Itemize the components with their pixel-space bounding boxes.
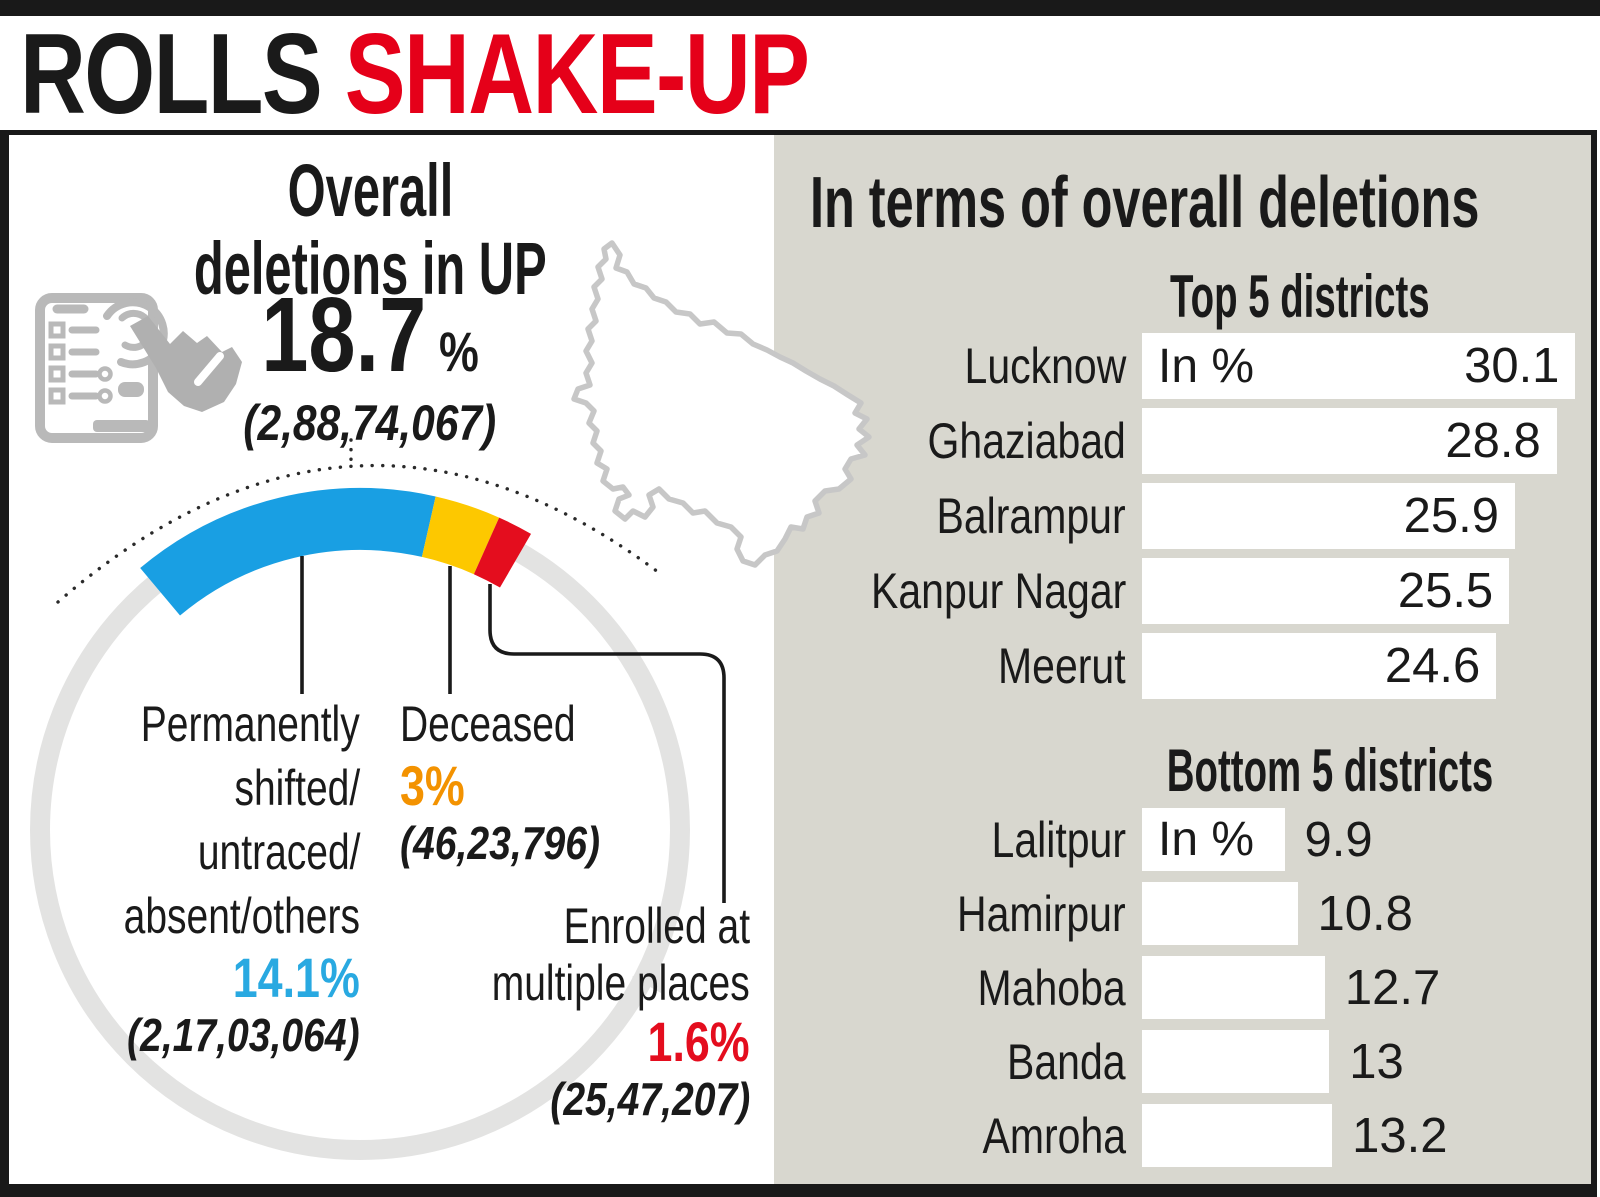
overall-deletions-heading: Overall deletions in UP [90, 152, 650, 308]
donut-segment [473, 517, 532, 588]
bar-value: 13.2 [1352, 1108, 1448, 1163]
district-row: Mahoba 12.7 [802, 956, 1447, 1019]
right-panel-title: In terms of overall deletions [810, 163, 1480, 243]
total-percent: 18.7 [261, 276, 427, 394]
ring-arrowhead-icon [632, 957, 661, 993]
leader-line-red-segment [488, 584, 726, 903]
district-label: Ghaziabad [802, 412, 1142, 470]
heading-line-1: Overall [287, 149, 453, 232]
district-bar: In % [1142, 808, 1285, 871]
segment-label-enrolled-multiple: Enrolled at multiple places 1.6% (25,47,… [370, 898, 750, 1126]
district-label: Mahoba [802, 959, 1142, 1017]
segment-label-permanently-shifted: Permanently shifted/ untraced/ absent/ot… [0, 692, 360, 1062]
segment-count: (25,47,207) [550, 1073, 750, 1125]
dotted-guide-arc [56, 463, 660, 604]
bar-value: 28.8 [1445, 414, 1541, 468]
unit-label: In % [1158, 813, 1255, 866]
district-label: Balrampur [802, 487, 1142, 545]
bar-value: 10.8 [1317, 886, 1413, 941]
district-label-text: Hamirpur [957, 885, 1126, 942]
district-label-text: Lucknow [964, 338, 1126, 394]
district-bar [1142, 1030, 1330, 1093]
district-row: Balrampur 25.9 [802, 483, 1575, 549]
tablet-touch-icon [35, 293, 242, 443]
overall-deletions-count: (2,88,74,067) [243, 395, 497, 451]
masthead-black-text: ROLLS [20, 11, 323, 138]
segment-label-line: Permanently [141, 696, 360, 752]
bar-value: 13 [1349, 1034, 1404, 1089]
segment-label-line: multiple places [492, 955, 750, 1011]
district-row: Kanpur Nagar 25.5 [802, 558, 1575, 624]
masthead-title: ROLLS SHAKE-UP [20, 18, 1005, 132]
district-label: Lalitpur [802, 811, 1142, 869]
segment-percent: 1.6% [647, 1010, 750, 1073]
district-label-text: Meerut [998, 638, 1126, 694]
donut-segment [140, 488, 436, 616]
district-bar [1142, 956, 1325, 1019]
district-label: Kanpur Nagar [802, 562, 1142, 620]
district-label-text: Ghaziabad [927, 413, 1126, 469]
bar-value: 24.6 [1384, 639, 1481, 693]
segment-count: (46,23,796) [400, 817, 600, 869]
masthead-red-text: SHAKE-UP [344, 11, 810, 138]
bar-value: 12.7 [1344, 960, 1441, 1015]
district-row: Lucknow In % 30.1 [802, 333, 1576, 399]
top5-chart-title: Top 5 districts [1170, 263, 1430, 330]
top-black-bar [0, 0, 1600, 16]
district-bar: 25.9 [1142, 483, 1515, 549]
district-bar [1142, 882, 1298, 945]
district-label: Hamirpur [802, 885, 1142, 943]
segment-count: (2,17,03,064) [127, 1009, 360, 1061]
overall-deletions-value: 18.7% [90, 282, 650, 388]
district-bar: 24.6 [1142, 633, 1497, 699]
segment-label-line: shifted/ [234, 760, 360, 816]
segment-percent: 3% [400, 754, 465, 817]
district-label: Meerut [802, 637, 1142, 695]
district-label: Lucknow [802, 337, 1142, 395]
donut-segment [421, 496, 500, 575]
district-label-text: Banda [1007, 1033, 1126, 1090]
top5-bar-chart: Lucknow In % 30.1 Ghaziabad 28.8 Balrampur 25.… [802, 333, 1576, 708]
district-row: Meerut 24.6 [802, 633, 1575, 699]
district-bar: In % 30.1 [1142, 333, 1576, 399]
bottom5-chart-title: Bottom 5 districts [1166, 737, 1494, 804]
segment-label-line: Enrolled at [563, 898, 750, 954]
unit-label: In % [1158, 339, 1255, 393]
segment-percent: 14.1% [232, 946, 360, 1009]
district-label-text: Kanpur Nagar [870, 563, 1126, 619]
bar-value: 25.9 [1403, 489, 1499, 543]
bar-value: 25.5 [1397, 564, 1494, 618]
district-label-text: Lalitpur [991, 811, 1126, 868]
bar-value: 9.9 [1304, 812, 1373, 867]
segment-label-line: Deceased [400, 696, 576, 752]
district-label-text: Mahoba [977, 959, 1126, 1016]
up-map-outline-icon [571, 240, 872, 568]
heading-line-2: deletions in UP [193, 227, 547, 310]
district-row: Hamirpur 10.8 [802, 882, 1447, 945]
district-label-text: Amroha [982, 1107, 1126, 1164]
bottom5-bar-chart: Lalitpur In % 9.9 Hamirpur 10.8 Mahoba 12.7 Ban… [802, 808, 1447, 1178]
total-percent-unit: % [438, 320, 479, 383]
segment-label-deceased: Deceased 3% (46,23,796) [400, 692, 730, 870]
district-row: Banda 13 [802, 1030, 1447, 1093]
bar-value: 30.1 [1464, 339, 1560, 393]
segment-label-line: untraced/ [197, 824, 360, 880]
district-label: Banda [802, 1033, 1142, 1091]
district-bar [1142, 1104, 1333, 1167]
segment-label-line: absent/others [123, 888, 360, 944]
district-row: Amroha 13.2 [802, 1104, 1447, 1167]
district-row: Lalitpur In % 9.9 [802, 808, 1447, 871]
district-bar: 28.8 [1142, 408, 1557, 474]
district-label-text: Balrampur [936, 488, 1126, 544]
district-label: Amroha [802, 1107, 1142, 1165]
district-row: Ghaziabad 28.8 [802, 408, 1575, 474]
district-bar: 25.5 [1142, 558, 1510, 624]
